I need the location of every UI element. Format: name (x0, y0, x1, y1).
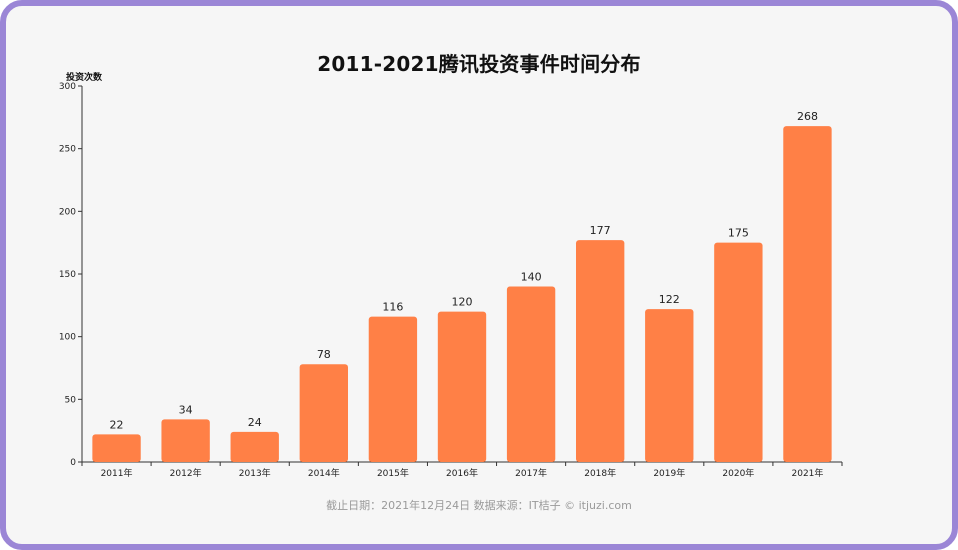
x-tick-label: 2011年 (101, 467, 133, 479)
bar (92, 434, 141, 462)
bar (299, 364, 348, 462)
data-label: 140 (521, 271, 542, 284)
data-label: 24 (248, 416, 262, 429)
x-tick-label: 2017年 (515, 467, 547, 479)
source-note: 截止日期：2021年12月24日 数据来源：IT桔子 © itjuzi.com (326, 499, 632, 512)
y-tick-label: 300 (59, 82, 76, 92)
x-tick-label: 2014年 (308, 467, 340, 479)
data-label: 116 (382, 301, 403, 314)
bar (230, 431, 279, 462)
chart-title: 2011-2021腾讯投资事件时间分布 (317, 52, 641, 76)
x-tick-label: 2019年 (653, 467, 685, 479)
data-label: 78 (317, 348, 331, 361)
x-tick-label: 2020年 (722, 467, 754, 479)
x-tick-label: 2018年 (584, 467, 616, 479)
bar (437, 311, 487, 462)
bar (161, 419, 210, 462)
y-tick-label: 200 (59, 207, 76, 217)
bar (783, 126, 832, 463)
data-label: 175 (728, 227, 749, 240)
bar (576, 240, 625, 462)
data-label: 122 (659, 293, 680, 306)
x-tick-label: 2012年 (170, 467, 202, 479)
data-label: 34 (179, 403, 193, 416)
bar (714, 242, 763, 462)
x-tick-label: 2016年 (446, 467, 478, 479)
data-label: 268 (797, 110, 818, 123)
x-tick-label: 2015年 (377, 467, 409, 479)
y-axis-label: 投资次数 (66, 73, 103, 83)
x-tick-label: 2021年 (792, 467, 824, 479)
data-label: 22 (110, 418, 124, 431)
y-tick-label: 100 (59, 333, 76, 343)
x-tick-label: 2013年 (239, 467, 271, 479)
y-tick-label: 0 (70, 458, 76, 468)
y-tick-label: 150 (59, 270, 76, 280)
y-tick-label: 50 (65, 395, 77, 405)
data-label: 177 (590, 224, 611, 237)
bar (645, 309, 694, 462)
data-label: 120 (452, 296, 473, 309)
bar (506, 286, 556, 462)
y-tick-label: 250 (59, 145, 76, 155)
bar (368, 316, 418, 462)
